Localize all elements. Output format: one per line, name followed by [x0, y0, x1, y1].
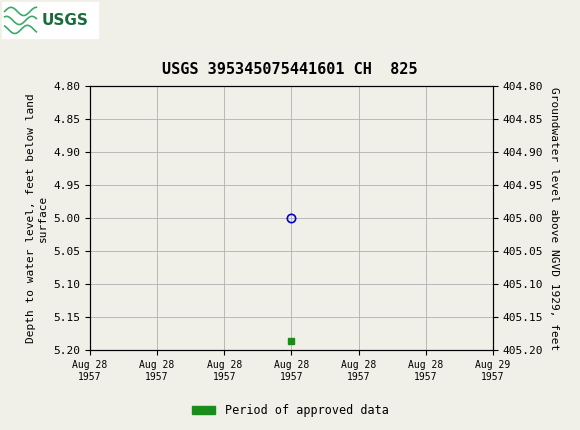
- Legend: Period of approved data: Period of approved data: [187, 399, 393, 422]
- Y-axis label: Groundwater level above NGVD 1929, feet: Groundwater level above NGVD 1929, feet: [549, 86, 559, 350]
- Bar: [2, 3, 98, 38]
- Text: USGS: USGS: [42, 13, 89, 28]
- Text: USGS 395345075441601 CH  825: USGS 395345075441601 CH 825: [162, 62, 418, 77]
- Y-axis label: Depth to water level, feet below land
surface: Depth to water level, feet below land su…: [26, 93, 48, 343]
